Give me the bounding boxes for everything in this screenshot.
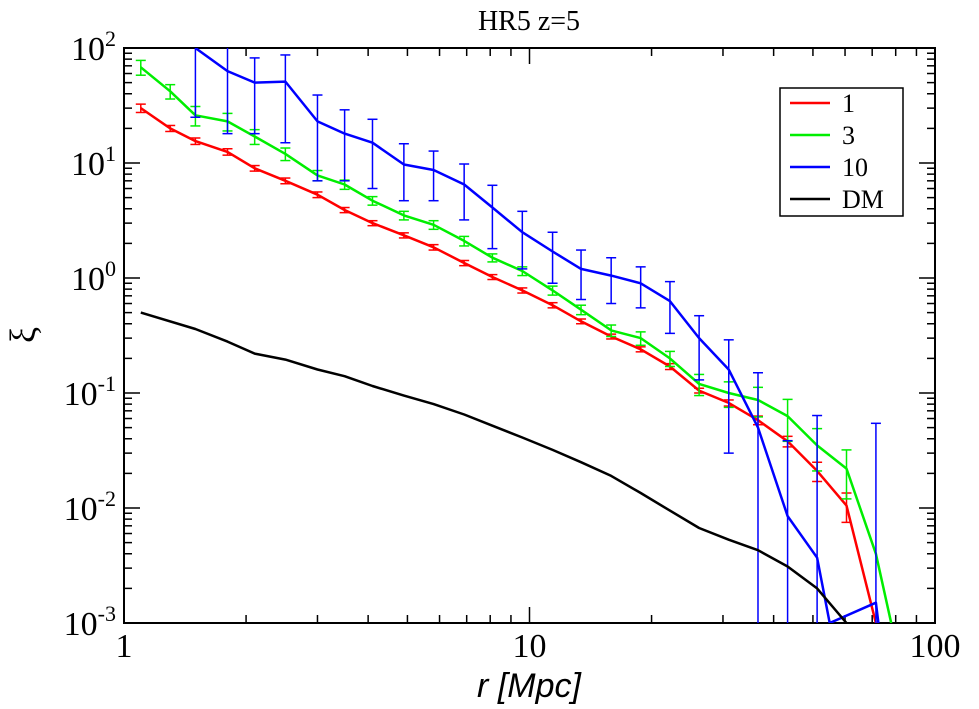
chart-title: HR5 z=5 — [478, 6, 580, 37]
series-line — [140, 66, 893, 623]
series-line — [140, 311, 848, 623]
series-10 — [190, 48, 881, 623]
series-3 — [135, 59, 893, 623]
x-axis-label: r [Mpc] — [477, 667, 582, 705]
y-axis-label: ξ — [3, 327, 43, 343]
y-tick-label: 10-2 — [64, 486, 116, 528]
y-tick-label: 10-3 — [64, 601, 116, 643]
x-tick-label: 10 — [513, 628, 547, 665]
y-tick-label: 102 — [71, 26, 116, 68]
x-tick-label: 100 — [910, 628, 961, 665]
series-layer — [135, 48, 893, 623]
legend-label: 10 — [842, 153, 868, 182]
legend-label: 3 — [842, 121, 855, 150]
legend-box — [779, 87, 904, 217]
y-tick-label: 10-1 — [64, 371, 116, 413]
series-line — [194, 48, 880, 623]
x-tick-label: 1 — [116, 628, 133, 665]
legend: 1 3 10 DM — [779, 87, 904, 217]
y-tick-label: 101 — [71, 141, 116, 183]
plot-area — [135, 48, 893, 623]
legend-label: DM — [842, 185, 884, 214]
y-tick-label: 100 — [71, 256, 116, 298]
legend-label: 1 — [842, 89, 855, 118]
series-DM — [140, 311, 848, 623]
